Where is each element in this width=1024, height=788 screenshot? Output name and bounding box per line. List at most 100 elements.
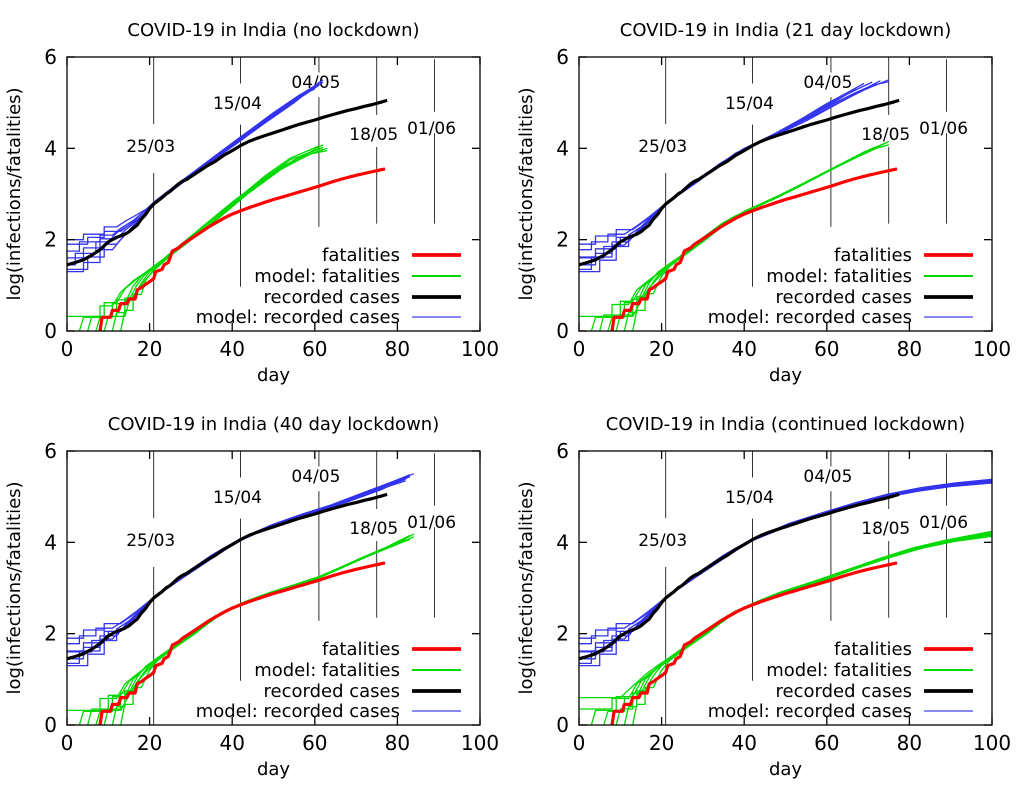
x-tick-label: 100 bbox=[973, 731, 1011, 755]
x-tick-label: 100 bbox=[461, 731, 499, 755]
model-fatalities-line bbox=[632, 530, 993, 726]
x-tick-label: 0 bbox=[573, 337, 586, 361]
chart-panel-21-day-lockdown: COVID-19 in India (21 day lockdown) 25/03… bbox=[512, 0, 1024, 394]
y-tick-label: 6 bbox=[556, 45, 569, 69]
event-date-label: 15/04 bbox=[725, 94, 774, 114]
x-tick-label: 60 bbox=[302, 337, 327, 361]
event-date-label: 04/05 bbox=[291, 467, 340, 487]
event-date-label: 15/04 bbox=[725, 488, 774, 508]
x-tick-label: 20 bbox=[137, 731, 162, 755]
x-tick-label: 20 bbox=[137, 337, 162, 361]
plot-border bbox=[66, 450, 481, 726]
x-axis-label: day bbox=[257, 759, 290, 780]
model-recorded-line bbox=[579, 480, 993, 639]
fatalities-line bbox=[610, 167, 898, 332]
legend-label: model: recorded cases bbox=[196, 701, 400, 722]
x-tick-label: 40 bbox=[731, 337, 756, 361]
y-axis-label: log(infections/fatalities) bbox=[4, 87, 25, 300]
event-date-label: 18/05 bbox=[349, 125, 398, 145]
x-tick-label: 100 bbox=[461, 337, 499, 361]
event-date-label: 25/03 bbox=[126, 531, 175, 551]
chart-panel-no-lockdown: COVID-19 in India (no lockdown) 25/03 15/0… bbox=[0, 0, 512, 394]
model-recorded-line bbox=[579, 481, 993, 665]
y-axis-label: log(infections/fatalities) bbox=[516, 481, 537, 694]
y-tick-label: 6 bbox=[556, 439, 569, 463]
x-tick-label: 40 bbox=[731, 731, 756, 755]
x-tick-label: 20 bbox=[649, 731, 674, 755]
legend-label: model: fatalities bbox=[766, 266, 912, 287]
event-date-label: 04/05 bbox=[803, 73, 852, 93]
x-tick-label: 100 bbox=[973, 337, 1011, 361]
chart-title: COVID-19 in India (40 day lockdown) bbox=[108, 414, 439, 435]
legend-label: recorded cases bbox=[264, 287, 400, 308]
model-recorded-line bbox=[67, 82, 320, 241]
fatalities-line bbox=[610, 561, 898, 726]
event-date-label: 01/06 bbox=[919, 513, 968, 533]
legend-label: fatalities bbox=[834, 639, 912, 660]
event-date-label: 18/05 bbox=[861, 125, 910, 145]
model-recorded-line bbox=[579, 480, 993, 645]
legend-label: model: fatalities bbox=[766, 660, 912, 681]
legend-label: model: fatalities bbox=[254, 660, 400, 681]
event-date-label: 04/05 bbox=[803, 467, 852, 487]
fatalities-line bbox=[98, 167, 386, 332]
x-axis-label: day bbox=[257, 365, 290, 386]
chart-svg-no-lockdown: COVID-19 in India (no lockdown) 25/03 15/0… bbox=[0, 0, 512, 394]
event-date-label: 25/03 bbox=[638, 137, 687, 157]
y-axis-label: log(infections/fatalities) bbox=[516, 87, 537, 300]
fatalities-line bbox=[98, 561, 386, 726]
event-date-label: 15/04 bbox=[213, 94, 262, 114]
legend-label: fatalities bbox=[322, 639, 400, 660]
chart-svg-21-day-lockdown: COVID-19 in India (21 day lockdown) 25/03… bbox=[512, 0, 1024, 394]
x-tick-label: 40 bbox=[219, 337, 244, 361]
x-tick-label: 0 bbox=[61, 731, 74, 755]
legend-label: model: recorded cases bbox=[708, 307, 912, 328]
legend-label: model: fatalities bbox=[254, 266, 400, 287]
x-tick-label: 60 bbox=[814, 731, 839, 755]
chart-svg-40-day-lockdown: COVID-19 in India (40 day lockdown) 25/03… bbox=[0, 394, 512, 788]
chart-panel-40-day-lockdown: COVID-19 in India (40 day lockdown) 25/03… bbox=[0, 394, 512, 788]
event-date-label: 18/05 bbox=[349, 519, 398, 539]
event-date-label: 04/05 bbox=[291, 73, 340, 93]
x-tick-label: 0 bbox=[61, 337, 74, 361]
model-fatalities-line bbox=[120, 149, 328, 332]
x-tick-label: 80 bbox=[897, 337, 922, 361]
x-tick-label: 80 bbox=[385, 731, 410, 755]
y-tick-label: 0 bbox=[556, 713, 569, 737]
recorded-cases-line bbox=[578, 492, 900, 661]
y-tick-label: 4 bbox=[44, 136, 57, 160]
plot-border bbox=[66, 56, 481, 332]
legend-label: recorded cases bbox=[776, 681, 912, 702]
y-tick-label: 0 bbox=[556, 319, 569, 343]
recorded-cases-line bbox=[66, 492, 388, 661]
chart-panel-continued-lockdown: COVID-19 in India (continued lockdown) 25… bbox=[512, 394, 1024, 788]
y-tick-label: 2 bbox=[556, 622, 569, 646]
event-date-label: 18/05 bbox=[861, 519, 910, 539]
y-tick-label: 0 bbox=[44, 713, 57, 737]
x-axis-label: day bbox=[769, 759, 802, 780]
model-recorded-line bbox=[67, 79, 324, 252]
plot-border bbox=[578, 450, 993, 726]
legend-label: fatalities bbox=[322, 245, 400, 266]
model-recorded-line bbox=[579, 482, 993, 667]
recorded-cases-line bbox=[66, 98, 388, 267]
chart-title: COVID-19 in India (21 day lockdown) bbox=[620, 20, 951, 41]
legend-label: fatalities bbox=[834, 245, 912, 266]
event-date-label: 15/04 bbox=[213, 488, 262, 508]
y-tick-label: 2 bbox=[44, 622, 57, 646]
event-date-label: 01/06 bbox=[919, 119, 968, 139]
x-tick-label: 80 bbox=[385, 337, 410, 361]
legend-label: model: recorded cases bbox=[708, 701, 912, 722]
x-tick-label: 60 bbox=[302, 731, 327, 755]
chart-svg-continued-lockdown: COVID-19 in India (continued lockdown) 25… bbox=[512, 394, 1024, 788]
y-tick-label: 4 bbox=[556, 530, 569, 554]
x-tick-label: 0 bbox=[573, 731, 586, 755]
y-tick-label: 2 bbox=[44, 228, 57, 252]
y-tick-label: 2 bbox=[556, 228, 569, 252]
x-tick-label: 60 bbox=[814, 337, 839, 361]
y-tick-label: 4 bbox=[556, 136, 569, 160]
event-date-label: 01/06 bbox=[407, 119, 456, 139]
model-fatalities-line bbox=[120, 533, 415, 726]
x-axis-label: day bbox=[769, 365, 802, 386]
